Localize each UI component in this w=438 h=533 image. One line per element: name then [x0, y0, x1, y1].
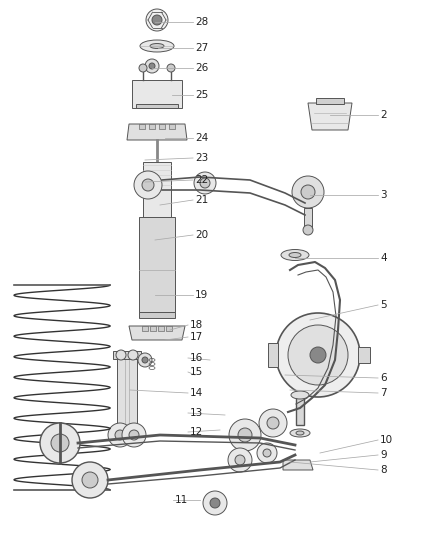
Ellipse shape: [281, 249, 309, 261]
Circle shape: [82, 472, 98, 488]
Text: 19: 19: [195, 290, 208, 300]
Circle shape: [301, 185, 315, 199]
Circle shape: [128, 350, 138, 360]
Circle shape: [228, 448, 252, 472]
Ellipse shape: [290, 429, 310, 437]
Bar: [132, 80, 182, 108]
Bar: [139, 124, 145, 129]
Bar: [304, 208, 312, 230]
Circle shape: [40, 423, 80, 463]
Text: 26: 26: [195, 63, 208, 73]
Text: 16: 16: [190, 353, 203, 363]
Polygon shape: [129, 326, 185, 340]
Circle shape: [194, 172, 216, 194]
Circle shape: [149, 63, 155, 69]
Circle shape: [259, 409, 287, 437]
Text: 25: 25: [195, 90, 208, 100]
Circle shape: [235, 455, 245, 465]
Circle shape: [142, 179, 154, 191]
Text: 27: 27: [195, 43, 208, 53]
Circle shape: [263, 449, 271, 457]
Text: 2: 2: [380, 110, 387, 120]
Ellipse shape: [289, 253, 301, 257]
Circle shape: [292, 176, 324, 208]
Circle shape: [146, 9, 168, 31]
Text: 8: 8: [380, 465, 387, 475]
Bar: [136, 104, 178, 108]
Circle shape: [276, 313, 360, 397]
Bar: [358, 347, 370, 363]
Ellipse shape: [296, 431, 304, 435]
Bar: [268, 343, 278, 367]
Circle shape: [134, 171, 162, 199]
Circle shape: [145, 59, 159, 73]
Text: 20: 20: [195, 230, 208, 240]
Circle shape: [257, 443, 277, 463]
Text: 28: 28: [195, 17, 208, 27]
Circle shape: [122, 423, 146, 447]
Text: 10: 10: [380, 435, 393, 445]
Circle shape: [51, 434, 69, 452]
Circle shape: [129, 430, 139, 440]
Bar: [139, 312, 175, 318]
Polygon shape: [308, 103, 352, 130]
Bar: [142, 326, 148, 331]
Bar: [139, 217, 175, 312]
Polygon shape: [283, 460, 313, 470]
Circle shape: [229, 419, 261, 451]
Text: 3: 3: [380, 190, 387, 200]
Circle shape: [288, 325, 348, 385]
Circle shape: [238, 428, 252, 442]
Text: 15: 15: [190, 367, 203, 377]
Bar: [113, 351, 141, 359]
Text: 5: 5: [380, 300, 387, 310]
Circle shape: [310, 347, 326, 363]
Circle shape: [142, 357, 148, 363]
Text: 4: 4: [380, 253, 387, 263]
Bar: [169, 124, 175, 129]
Ellipse shape: [140, 40, 174, 52]
Text: 13: 13: [190, 408, 203, 418]
Circle shape: [72, 462, 108, 498]
Text: 18: 18: [190, 320, 203, 330]
Bar: [158, 326, 164, 331]
Bar: [316, 98, 344, 104]
Circle shape: [203, 491, 227, 515]
Ellipse shape: [291, 391, 309, 399]
Circle shape: [210, 498, 220, 508]
Circle shape: [152, 15, 162, 25]
Text: 23: 23: [195, 153, 208, 163]
Circle shape: [303, 225, 313, 235]
Bar: [296, 395, 304, 425]
Text: 17: 17: [190, 332, 203, 342]
Circle shape: [108, 423, 132, 447]
Bar: [166, 326, 172, 331]
Text: 11: 11: [175, 495, 188, 505]
Circle shape: [138, 353, 152, 367]
Text: 22: 22: [195, 175, 208, 185]
Text: 7: 7: [380, 388, 387, 398]
Ellipse shape: [150, 44, 164, 49]
Text: 21: 21: [195, 195, 208, 205]
Bar: [143, 162, 171, 217]
Circle shape: [116, 350, 126, 360]
Text: 14: 14: [190, 388, 203, 398]
Circle shape: [139, 64, 147, 72]
Circle shape: [115, 430, 125, 440]
Bar: [150, 326, 156, 331]
Circle shape: [200, 178, 210, 188]
Text: 6: 6: [380, 373, 387, 383]
Circle shape: [267, 417, 279, 429]
Text: 9: 9: [380, 450, 387, 460]
Text: 24: 24: [195, 133, 208, 143]
Circle shape: [167, 64, 175, 72]
Text: 12: 12: [190, 427, 203, 437]
Polygon shape: [127, 124, 187, 140]
Bar: [117, 355, 137, 435]
Bar: [159, 124, 165, 129]
Bar: [149, 124, 155, 129]
